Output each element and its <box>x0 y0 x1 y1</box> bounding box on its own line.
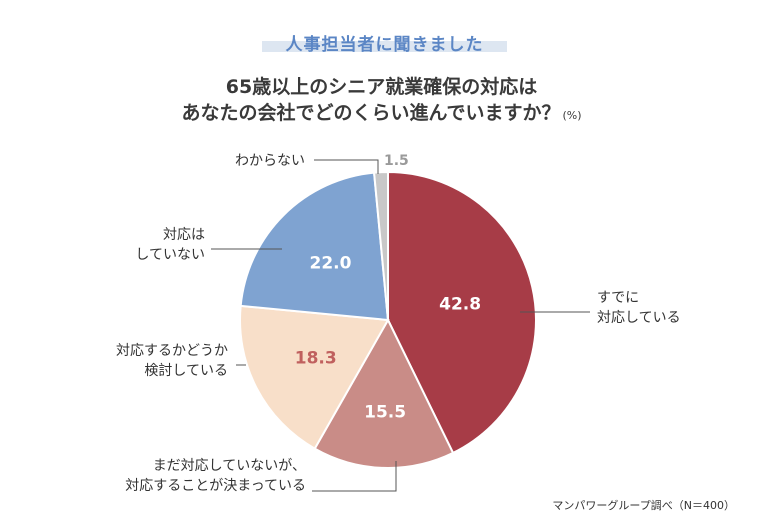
chart-title-line2: あなたの会社でどのくらい進んでいますか？ (%) <box>0 98 763 125</box>
slice-value-1: 15.5 <box>364 403 406 423</box>
slice-value-2: 18.3 <box>295 348 337 368</box>
pie-slice-1 <box>313 317 455 469</box>
slice-label-2-line-0: 対応するかどうか <box>116 343 228 359</box>
chart-title-line1: 65歳以上のシニア就業確保の対応は <box>225 76 538 98</box>
pie-slice-3 <box>239 171 390 322</box>
slice-value-4: 1.5 <box>384 153 409 169</box>
slice-label-1-line-1: 対応することが決まっている <box>125 478 306 494</box>
slice-label-2-line-1: 検討している <box>144 363 228 379</box>
leader-line-4 <box>314 159 379 174</box>
chart-title-line2-text: あなたの会社でどのくらい進んでいますか？ <box>181 102 561 124</box>
leader-line-1 <box>312 461 397 492</box>
slice-label-3-line-0: 対応は <box>163 227 205 243</box>
survey-banner: 人事担当者に聞きました <box>262 30 507 55</box>
slice-label-1-line-0: まだ対応していないが、 <box>153 458 306 474</box>
slice-label-4-line-0: わからない <box>235 153 305 169</box>
pie-slice-2 <box>239 304 390 450</box>
slice-label-0-line-0: すでに <box>597 290 639 306</box>
pie-slice-4 <box>372 170 389 321</box>
banner-text: 人事担当者に聞きました <box>285 35 484 55</box>
banner-highlight <box>262 41 507 52</box>
source-note: マンパワーグループ調べ（N＝400） <box>552 499 735 512</box>
unit-label: (%) <box>562 109 582 122</box>
pie-slice-0 <box>387 170 537 455</box>
slice-label-0-line-1: 対応している <box>597 310 681 326</box>
slice-value-3: 22.0 <box>310 253 352 273</box>
slice-value-0: 42.8 <box>439 294 481 314</box>
slice-label-3-line-1: していない <box>135 247 205 263</box>
